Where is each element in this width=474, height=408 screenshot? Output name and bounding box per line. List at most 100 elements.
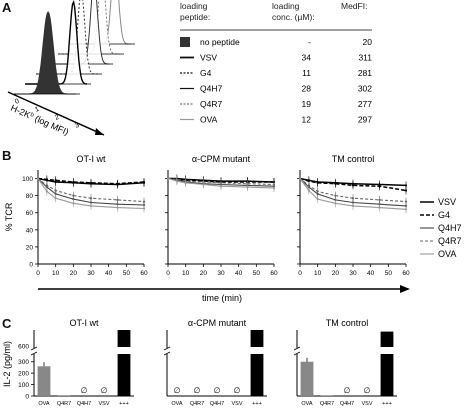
x-tick-label: 10 bbox=[314, 270, 322, 277]
data-point bbox=[54, 189, 57, 192]
x-tick-label: 50 bbox=[253, 270, 261, 277]
data-point bbox=[404, 189, 408, 192]
axis-break bbox=[163, 351, 171, 356]
data-point bbox=[351, 184, 355, 187]
x-tick-label: 40 bbox=[105, 270, 113, 277]
y-tick-label: 600 bbox=[18, 344, 29, 351]
table-medfi-cell: 277 bbox=[358, 99, 372, 109]
data-point bbox=[351, 204, 355, 207]
bar bbox=[37, 366, 51, 396]
x-tick-label: 30 bbox=[349, 270, 357, 277]
table-header: MedFI: bbox=[341, 1, 367, 11]
not-detected-marker: ∅ bbox=[81, 386, 88, 395]
category-label: OVA bbox=[171, 401, 183, 407]
table-medfi-cell: 302 bbox=[358, 84, 372, 94]
table-peptide-cell: G4 bbox=[200, 68, 212, 78]
table-medfi-cell: 311 bbox=[358, 53, 372, 63]
data-point bbox=[72, 202, 75, 205]
x-tick-label: 0 bbox=[36, 270, 40, 277]
data-point bbox=[307, 189, 310, 192]
axis-break bbox=[293, 346, 301, 351]
data-point bbox=[175, 180, 178, 183]
category-label: +++ bbox=[252, 401, 262, 407]
x-tick-label: 10 bbox=[52, 270, 60, 277]
data-point bbox=[334, 202, 337, 205]
data-point bbox=[307, 180, 310, 183]
not-detected-marker: ∅ bbox=[344, 386, 351, 395]
bar bbox=[117, 330, 131, 396]
data-point bbox=[316, 190, 319, 193]
histogram-axis-arrowhead bbox=[95, 128, 104, 135]
x-tick-label: 0 bbox=[166, 270, 170, 277]
data-point bbox=[351, 197, 355, 200]
data-point bbox=[54, 179, 57, 182]
data-point bbox=[272, 186, 276, 190]
legend-label: OVA bbox=[438, 249, 456, 259]
data-point bbox=[246, 185, 249, 189]
x-axis-label: time (min) bbox=[202, 293, 242, 303]
x-tick-label: 20 bbox=[200, 270, 208, 277]
data-point bbox=[202, 183, 205, 186]
table-peptide-cell: Q4H7 bbox=[200, 84, 222, 94]
x-tick-label: 10 bbox=[182, 270, 190, 277]
table-header: conc. (µM): bbox=[272, 12, 315, 22]
panel-label-a: A bbox=[2, 0, 12, 15]
chart-title: α-CPM mutant bbox=[192, 154, 251, 164]
data-point bbox=[378, 185, 381, 188]
axis-break bbox=[293, 351, 301, 356]
x-tick-label: 60 bbox=[270, 270, 278, 277]
not-detected-marker: ∅ bbox=[101, 386, 108, 395]
histogram-tick-label: 1 bbox=[34, 106, 41, 114]
not-detected-marker: ∅ bbox=[364, 386, 371, 395]
table-peptide-cell: no peptide bbox=[200, 37, 240, 47]
axis-label-sup: b bbox=[29, 112, 35, 119]
data-point bbox=[404, 208, 408, 211]
data-point bbox=[219, 185, 223, 188]
data-point bbox=[166, 177, 170, 180]
x-tick-label: 20 bbox=[332, 270, 340, 277]
panel-label-b: B bbox=[2, 148, 12, 163]
y-tick-label: 100 bbox=[18, 382, 29, 389]
y-tick-label: 100 bbox=[22, 176, 33, 183]
bar bbox=[250, 330, 264, 396]
not-detected-marker: ∅ bbox=[234, 386, 241, 395]
axis-label-main: H-2K bbox=[9, 103, 32, 120]
histogram-panel: 0 1 2 3 4 H-2Kb (log MFI) bbox=[7, 0, 135, 138]
table-peptide-cell: OVA bbox=[200, 115, 218, 125]
y-tick-label: 200 bbox=[18, 371, 29, 378]
data-point bbox=[142, 207, 146, 210]
x-tick-label: 60 bbox=[402, 270, 410, 277]
table-peptide-cell: Q4R7 bbox=[200, 99, 222, 109]
histogram-q4r7 bbox=[58, 0, 120, 55]
data-point bbox=[316, 181, 319, 184]
x-tick-label: 20 bbox=[70, 270, 78, 277]
category-label: Q4R7 bbox=[57, 401, 71, 407]
data-point bbox=[116, 198, 119, 202]
category-label: Q4H7 bbox=[340, 401, 354, 407]
histogram-x-axis bbox=[7, 91, 105, 136]
not-detected-marker: ∅ bbox=[214, 386, 221, 395]
bar-break-gap bbox=[379, 347, 395, 354]
category-label: +++ bbox=[382, 401, 392, 407]
bar-break-gap bbox=[249, 347, 265, 354]
data-point bbox=[307, 184, 310, 187]
legend-label: VSV bbox=[438, 197, 456, 207]
table-medfi-cell: 297 bbox=[358, 115, 372, 125]
axis-break bbox=[163, 346, 171, 351]
bar bbox=[57, 395, 71, 396]
axis-label-tail: (log MFI) bbox=[31, 112, 70, 137]
x-tick-label: 40 bbox=[235, 270, 243, 277]
category-label: VSV bbox=[98, 401, 109, 407]
table-header: loading bbox=[272, 1, 300, 11]
data-point bbox=[72, 194, 75, 197]
table-conc-cell: 12 bbox=[302, 115, 312, 125]
category-label: VSV bbox=[361, 401, 372, 407]
category-label: Q4H7 bbox=[77, 401, 91, 407]
data-point bbox=[142, 200, 146, 203]
table-conc-cell: 11 bbox=[302, 68, 311, 78]
line-legend: VSV G4 Q4H7 Q4R7 OVA bbox=[420, 197, 462, 259]
bar-chart-2: α-CPM mutant ∅ OVA ∅ Q4R7 ∅ Q4H7 ∅ VSV +++ bbox=[163, 318, 267, 407]
y-tick-label: 20 bbox=[26, 244, 34, 251]
